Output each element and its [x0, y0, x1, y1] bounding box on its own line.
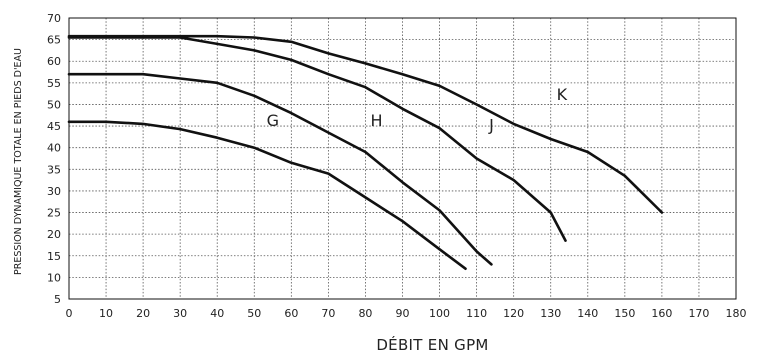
x-tick-label: 130	[540, 307, 561, 320]
series-line-k	[67, 34, 664, 214]
curve-label-k: K	[557, 85, 568, 104]
x-tick-label: 140	[577, 307, 598, 320]
x-tick-label: 60	[284, 307, 298, 320]
x-tick-label: 10	[99, 307, 113, 320]
y-tick-label: 50	[47, 98, 61, 111]
curve-label-g: G	[267, 111, 279, 130]
x-tick-label: 70	[321, 307, 335, 320]
series-line-h	[67, 72, 493, 266]
y-tick-label: 35	[47, 163, 61, 176]
x-tick-label: 170	[688, 307, 709, 320]
series-lines	[67, 34, 664, 271]
y-tick-label: 65	[47, 34, 61, 47]
series-line-g	[67, 120, 467, 271]
y-tick-labels: 5 10 15 20 25 30 35 40 45 50 55 60 65 70	[47, 12, 61, 306]
curve-label-j: J	[488, 115, 494, 134]
x-tick-label: 40	[210, 307, 224, 320]
x-tick-label: 20	[136, 307, 150, 320]
y-tick-label: 70	[47, 12, 61, 25]
curve-label-h: H	[371, 111, 383, 130]
x-tick-label: 150	[614, 307, 635, 320]
x-tick-label: 180	[726, 307, 747, 320]
x-tick-label: 80	[358, 307, 372, 320]
x-tick-label: 0	[66, 307, 73, 320]
gridlines	[69, 18, 736, 299]
plot-area-frame	[68, 17, 737, 300]
y-tick-label: 10	[47, 271, 61, 284]
x-tick-label: 50	[247, 307, 261, 320]
y-axis-title: PRESSION DYNAMIQUE TOTALE EN PIEDS D'EAU	[13, 48, 24, 275]
x-tick-labels: 0 10 20 30 40 50 60 70 80 90 100 110 120 130 140 150 160…	[66, 307, 747, 320]
curve-labels: G H J K	[267, 85, 568, 134]
y-tick-label: 30	[47, 185, 61, 198]
y-tick-label: 45	[47, 120, 61, 133]
x-tick-label: 110	[466, 307, 487, 320]
y-tick-label: 55	[47, 77, 61, 90]
x-tick-label: 30	[173, 307, 187, 320]
x-tick-label: 120	[503, 307, 524, 320]
x-tick-label: 90	[396, 307, 410, 320]
x-axis-title: DÉBIT EN GPM	[376, 335, 488, 354]
y-tick-label: 20	[47, 228, 61, 241]
y-tick-label: 25	[47, 207, 61, 220]
y-tick-label: 15	[47, 250, 61, 263]
y-tick-label: 40	[47, 142, 61, 155]
x-tick-label: 160	[651, 307, 672, 320]
x-tick-label: 100	[429, 307, 450, 320]
y-tick-label: 5	[54, 293, 61, 306]
y-tick-label: 60	[47, 55, 61, 68]
